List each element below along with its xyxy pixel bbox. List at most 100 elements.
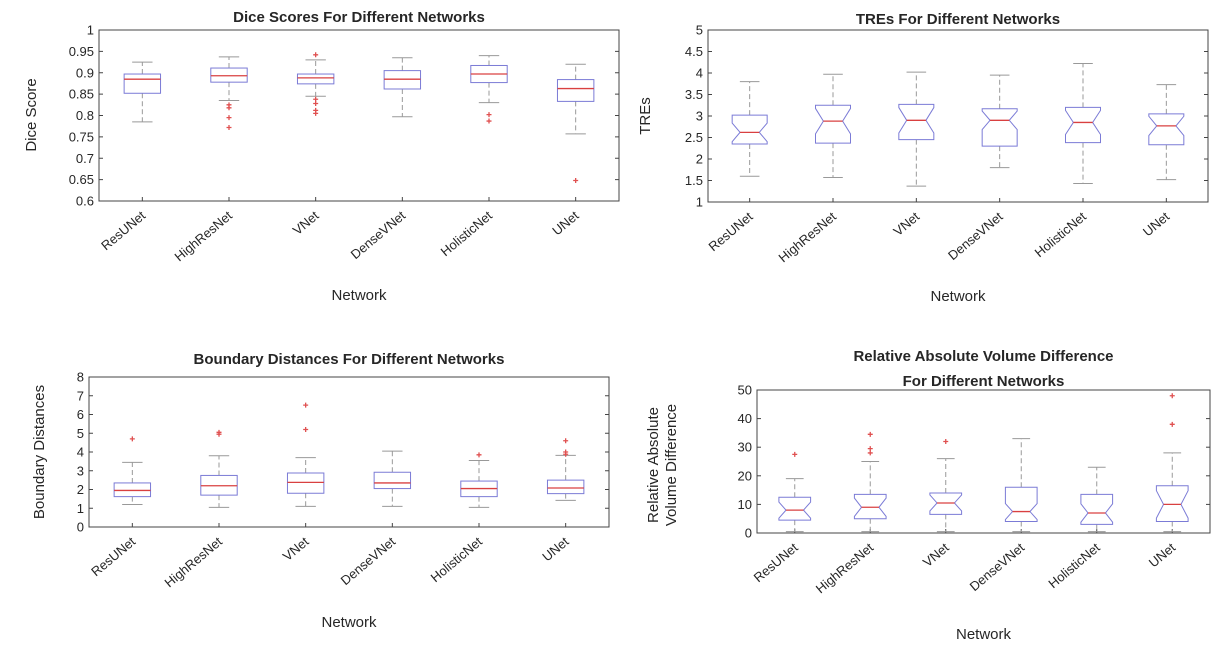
x-tick-label: VNet — [890, 209, 922, 239]
box-ResUNet — [123, 61, 162, 123]
outlier-point — [216, 429, 222, 435]
outlier-point — [303, 402, 309, 408]
chart-panel-2: Boundary Distances For Different Network… — [31, 351, 610, 631]
x-tick-label: HolisticNet — [1045, 540, 1103, 592]
box-body — [296, 73, 335, 85]
plot-frame — [756, 389, 1211, 534]
chart-title: Relative Absolute Volume Difference — [853, 348, 1113, 365]
y-axis-label: Volume Difference — [663, 404, 680, 526]
y-tick-label: 0.9 — [76, 65, 94, 80]
box-ResUNet — [113, 436, 152, 505]
x-tick-label: ResUNet — [98, 208, 148, 254]
x-tick-label: HolisticNet — [428, 534, 486, 586]
y-tick-label: 0 — [745, 526, 752, 541]
outlier-point — [313, 52, 319, 58]
chart-title: Boundary Distances For Different Network… — [194, 351, 505, 368]
box-body — [113, 482, 152, 498]
y-tick-label: 6 — [77, 407, 84, 422]
outlier-point — [1169, 421, 1175, 427]
x-tick-label: UNet — [549, 208, 582, 239]
box-body — [853, 493, 887, 520]
box-HighResNet — [815, 73, 851, 178]
x-tick-label: HolisticNet — [438, 208, 496, 260]
x-axis-label: Network — [321, 614, 377, 631]
x-tick-label: HighResNet — [162, 534, 226, 591]
box-UNet — [546, 438, 585, 501]
box-ResUNet — [731, 81, 768, 177]
box-body — [1155, 485, 1189, 523]
y-tick-label: 1 — [87, 23, 94, 38]
chart-panel-0: Dice Scores For Different Networks 0.6 0.6… — [23, 9, 620, 304]
box-body — [546, 479, 585, 495]
outlier-point — [226, 115, 232, 121]
box-UNet — [556, 63, 595, 183]
y-tick-label: 40 — [738, 411, 752, 426]
y-tick-label: 7 — [77, 388, 84, 403]
box-body — [778, 496, 812, 521]
outlier-point — [867, 446, 873, 452]
x-tick-label: UNet — [539, 534, 572, 565]
box-HolisticNet — [1065, 63, 1101, 185]
outlier-point — [943, 438, 949, 444]
outlier-point — [573, 177, 579, 183]
box-VNet — [929, 438, 963, 533]
x-tick-label: ResUNet — [706, 209, 756, 255]
box-DenseVNet — [981, 74, 1018, 169]
box-body — [815, 104, 851, 144]
y-tick-label: 2 — [696, 152, 703, 167]
y-axis-label: Dice Score — [23, 78, 40, 151]
box-body — [123, 73, 162, 94]
plot-frame — [707, 29, 1209, 203]
outlier-point — [486, 118, 492, 124]
box-body — [286, 472, 325, 494]
y-tick-label: 2 — [77, 482, 84, 497]
box-body — [373, 471, 412, 490]
chart-panel-3: Relative Absolute Volume Difference For D… — [645, 348, 1211, 643]
y-tick-label: 4.5 — [685, 44, 703, 59]
chart-title: TREs For Different Networks — [856, 11, 1060, 28]
outlier-point — [486, 112, 492, 118]
outlier-point — [313, 96, 319, 102]
chart-panel-1: TREs For Different Networks 1 1.5 2 2.5 3 3.5 4… — [637, 11, 1209, 305]
y-tick-label: 0 — [77, 520, 84, 535]
y-tick-label: 0.95 — [69, 44, 94, 59]
x-tick-label: UNet — [1140, 209, 1173, 240]
y-tick-label: 0.8 — [76, 108, 94, 123]
box-body — [1004, 486, 1038, 523]
outlier-point — [313, 110, 319, 116]
y-axis-label: TREs — [637, 97, 654, 135]
x-axis-label: Network — [956, 626, 1012, 643]
box-body — [898, 103, 935, 141]
outlier-point — [226, 124, 232, 130]
box-ResUNet — [778, 451, 812, 533]
outlier-point — [1169, 393, 1175, 399]
y-tick-label: 20 — [738, 468, 752, 483]
box-DenseVNet — [373, 450, 412, 507]
x-tick-label: UNet — [1146, 540, 1179, 571]
box-UNet — [1148, 84, 1185, 181]
outlier-point — [476, 452, 482, 458]
outlier-point — [303, 427, 309, 432]
x-tick-label: DenseVNet — [967, 540, 1028, 594]
x-tick-label: HighResNet — [813, 540, 877, 597]
box-HolisticNet — [470, 55, 508, 124]
x-tick-label: HighResNet — [172, 208, 236, 265]
y-tick-label: 5 — [696, 23, 703, 38]
x-tick-label: HolisticNet — [1032, 209, 1090, 261]
box-body — [1065, 106, 1101, 144]
x-tick-label: HighResNet — [776, 209, 840, 266]
x-tick-label: VNet — [280, 534, 312, 564]
box-body — [981, 108, 1018, 147]
y-tick-label: 4 — [696, 66, 703, 81]
outlier-point — [792, 451, 798, 457]
box-body — [1080, 493, 1114, 525]
y-axis-label: Relative Absolute — [645, 407, 662, 523]
outlier-point — [563, 438, 569, 444]
box-DenseVNet — [383, 57, 422, 118]
y-tick-label: 30 — [738, 440, 752, 455]
y-tick-label: 50 — [738, 383, 752, 398]
box-body — [556, 79, 595, 102]
x-tick-label: DenseVNet — [348, 208, 409, 262]
box-body — [1148, 113, 1185, 146]
